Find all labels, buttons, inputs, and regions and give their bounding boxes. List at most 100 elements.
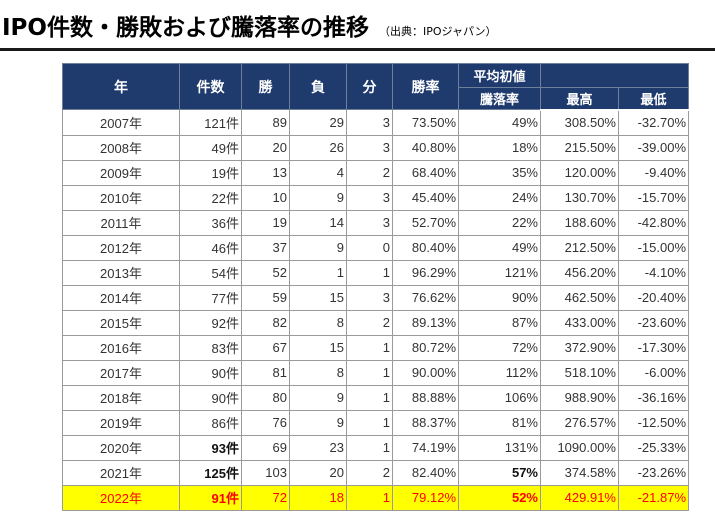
cell-draw: 0 (346, 234, 393, 261)
cell-draw: 1 (346, 434, 393, 461)
table-row: 2007年 121件 89 29 3 73.50% 49% 308.50% -32.70% (62, 109, 689, 136)
cell-win: 10 (241, 184, 290, 211)
cell-win-rate: 88.37% (392, 409, 459, 436)
header-max: 最高 (540, 87, 619, 111)
cell-year: 2013年 (62, 259, 180, 286)
cell-win: 67 (241, 334, 290, 361)
cell-year: 2015年 (62, 309, 180, 336)
table-row: 2017年 90件 81 8 1 90.00% 112% 518.10% -6.00% (62, 359, 689, 386)
cell-count: 36件 (179, 209, 242, 236)
cell-win: 72 (241, 484, 290, 511)
cell-max: 456.20% (540, 259, 619, 286)
cell-min: -4.10% (618, 259, 689, 286)
cell-min: -21.87% (618, 484, 689, 511)
cell-count: 83件 (179, 334, 242, 361)
cell-max: 276.57% (540, 409, 619, 436)
header-avg-line2: 騰落率 (458, 87, 541, 110)
table-row: 2013年 54件 52 1 1 96.29% 121% 456.20% -4.10% (62, 259, 689, 286)
cell-max: 433.00% (540, 309, 619, 336)
cell-win-rate: 76.62% (392, 284, 459, 311)
cell-win-rate: 79.12% (392, 484, 459, 511)
cell-draw: 1 (346, 409, 393, 436)
cell-loss: 26 (289, 134, 347, 161)
cell-win: 19 (241, 209, 290, 236)
cell-avg-change: 57% (458, 459, 541, 486)
cell-loss: 23 (289, 434, 347, 461)
cell-avg-change: 90% (458, 284, 541, 311)
cell-min: -17.30% (618, 334, 689, 361)
cell-year: 2021年 (62, 459, 180, 486)
cell-draw: 3 (346, 209, 393, 236)
table-row: 2015年 92件 82 8 2 89.13% 87% 433.00% -23.60% (62, 309, 689, 336)
cell-draw: 3 (346, 184, 393, 211)
table-row: 2016年 83件 67 15 1 80.72% 72% 372.90% -17.30% (62, 334, 689, 361)
table-row: 2011年 36件 19 14 3 52.70% 22% 188.60% -42.80% (62, 209, 689, 236)
cell-win: 81 (241, 359, 290, 386)
cell-win: 82 (241, 309, 290, 336)
cell-win: 69 (241, 434, 290, 461)
cell-loss: 9 (289, 234, 347, 261)
cell-count: 125件 (179, 459, 242, 486)
cell-max: 462.50% (540, 284, 619, 311)
cell-max: 429.91% (540, 484, 619, 511)
cell-max: 308.50% (540, 109, 619, 136)
cell-win: 20 (241, 134, 290, 161)
cell-max: 130.70% (540, 184, 619, 211)
cell-win: 52 (241, 259, 290, 286)
cell-year: 2016年 (62, 334, 180, 361)
cell-min: -32.70% (618, 109, 689, 136)
table-row: 2012年 46件 37 9 0 80.40% 49% 212.50% -15.00% (62, 234, 689, 261)
cell-draw: 1 (346, 359, 393, 386)
cell-max: 372.90% (540, 334, 619, 361)
cell-avg-change: 49% (458, 109, 541, 136)
cell-loss: 15 (289, 334, 347, 361)
table-row: 2009年 19件 13 4 2 68.40% 35% 120.00% -9.40% (62, 159, 689, 186)
header-avg-line1: 平均初値 (458, 63, 541, 88)
title-bar: IPO件数・勝敗および騰落率の推移 （出典：IPOジャパン） (2, 8, 715, 46)
cell-draw: 3 (346, 134, 393, 161)
cell-win-rate: 82.40% (392, 459, 459, 486)
cell-avg-change: 106% (458, 384, 541, 411)
cell-max: 120.00% (540, 159, 619, 186)
cell-min: -15.00% (618, 234, 689, 261)
header-range-blank (540, 63, 689, 88)
cell-count: 46件 (179, 234, 242, 261)
cell-count: 77件 (179, 284, 242, 311)
cell-win-rate: 68.40% (392, 159, 459, 186)
cell-loss: 20 (289, 459, 347, 486)
table-row: 2021年 125件 103 20 2 82.40% 57% 374.58% -23.26% (62, 459, 689, 486)
cell-win: 59 (241, 284, 290, 311)
header-loss: 負 (289, 63, 347, 110)
cell-loss: 9 (289, 184, 347, 211)
cell-min: -39.00% (618, 134, 689, 161)
cell-avg-change: 22% (458, 209, 541, 236)
cell-year: 2022年 (62, 484, 180, 511)
cell-year: 2010年 (62, 184, 180, 211)
cell-year: 2011年 (62, 209, 180, 236)
cell-year: 2017年 (62, 359, 180, 386)
cell-count: 19件 (179, 159, 242, 186)
table-row: 2014年 77件 59 15 3 76.62% 90% 462.50% -20.40% (62, 284, 689, 311)
cell-avg-change: 24% (458, 184, 541, 211)
cell-count: 86件 (179, 409, 242, 436)
cell-avg-change: 87% (458, 309, 541, 336)
cell-avg-change: 35% (458, 159, 541, 186)
cell-win-rate: 80.72% (392, 334, 459, 361)
cell-win: 80 (241, 384, 290, 411)
cell-win: 103 (241, 459, 290, 486)
cell-draw: 1 (346, 484, 393, 511)
cell-avg-change: 52% (458, 484, 541, 511)
cell-count: 90件 (179, 359, 242, 386)
cell-loss: 8 (289, 359, 347, 386)
cell-min: -20.40% (618, 284, 689, 311)
cell-count: 22件 (179, 184, 242, 211)
cell-avg-change: 49% (458, 234, 541, 261)
cell-count: 90件 (179, 384, 242, 411)
cell-win-rate: 73.50% (392, 109, 459, 136)
cell-loss: 4 (289, 159, 347, 186)
cell-count: 93件 (179, 434, 242, 461)
cell-min: -42.80% (618, 209, 689, 236)
cell-avg-change: 18% (458, 134, 541, 161)
cell-min: -23.26% (618, 459, 689, 486)
cell-win: 76 (241, 409, 290, 436)
